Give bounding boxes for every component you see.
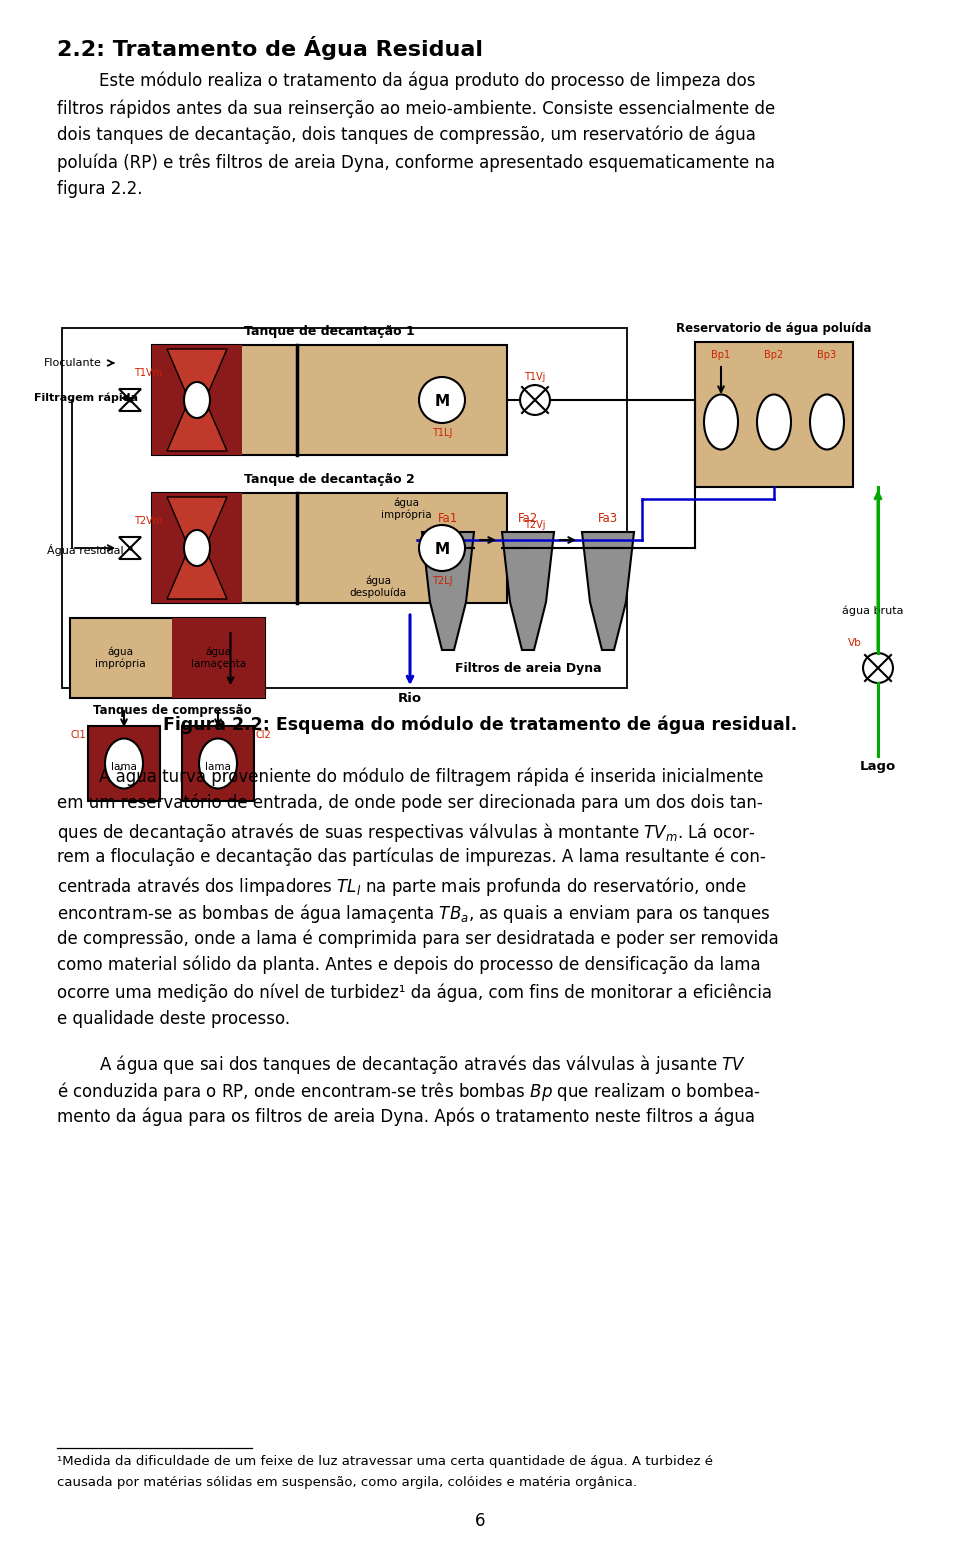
Text: Tanques de compressão: Tanques de compressão [93, 704, 252, 717]
Circle shape [419, 376, 465, 423]
Text: Fa3: Fa3 [598, 512, 618, 525]
Bar [182, 727, 254, 801]
Text: lama: lama [205, 762, 231, 773]
Bar [172, 619, 265, 697]
Text: Água residual: Água residual [47, 545, 124, 555]
Text: Filtragem rápida: Filtragem rápida [34, 393, 138, 403]
Polygon shape [582, 532, 634, 650]
Ellipse shape [199, 739, 237, 788]
Ellipse shape [184, 383, 210, 418]
Bar [152, 346, 507, 455]
Text: encontram-se as bombas de água lamaçenta $TB_a$, as quais a enviam para os tanqu: encontram-se as bombas de água lamaçenta… [57, 903, 771, 924]
Text: poluída (RP) e três filtros de areia Dyna, conforme apresentado esquematicamente: poluída (RP) e três filtros de areia Dyn… [57, 153, 775, 171]
Text: Bp2: Bp2 [764, 350, 783, 360]
Polygon shape [502, 532, 554, 650]
Text: causada por matérias sólidas em suspensão, como argila, colóides e matéria orgân: causada por matérias sólidas em suspensã… [57, 1477, 637, 1489]
Text: Tanque de decantação 2: Tanque de decantação 2 [244, 474, 415, 486]
Text: água
lamaçenta: água lamaçenta [191, 647, 246, 670]
Polygon shape [119, 389, 141, 400]
Text: 6: 6 [475, 1512, 485, 1531]
Text: T2Vm: T2Vm [134, 515, 162, 526]
Text: água
imprópria: água imprópria [381, 497, 431, 520]
Text: Figura 2.2: Esquema do módulo de tratamento de água residual.: Figura 2.2: Esquema do módulo de tratame… [163, 714, 797, 733]
Polygon shape [167, 349, 227, 400]
Text: Bp1: Bp1 [711, 350, 731, 360]
Text: Este módulo realiza o tratamento da água produto do processo de limpeza dos: Este módulo realiza o tratamento da água… [57, 73, 756, 91]
Text: T2Vj: T2Vj [524, 520, 545, 529]
Text: M: M [435, 393, 449, 409]
Text: M: M [435, 542, 449, 557]
Ellipse shape [810, 395, 844, 449]
Text: T1Vm: T1Vm [134, 367, 162, 378]
Bar [695, 343, 853, 488]
Text: rem a floculação e decantação das partículas de impurezas. A lama resultante é c: rem a floculação e decantação das partíc… [57, 849, 766, 867]
Text: T1Vj: T1Vj [524, 372, 545, 383]
Text: centrada através dos limpadores $TL_l$ na parte mais profunda do reservatório, o: centrada através dos limpadores $TL_l$ n… [57, 875, 747, 898]
Text: Fa2: Fa2 [517, 512, 539, 525]
Bar [152, 494, 242, 603]
Text: ocorre uma medição do nível de turbidez¹ da água, com fins de monitorar a eficiê: ocorre uma medição do nível de turbidez¹… [57, 983, 772, 1001]
Text: água bruta: água bruta [842, 605, 903, 616]
Ellipse shape [184, 529, 210, 566]
Text: filtros rápidos antes da sua reinserção ao meio-ambiente. Consiste essencialment: filtros rápidos antes da sua reinserção … [57, 99, 776, 117]
Text: Lago: Lago [860, 761, 896, 773]
Bar [70, 619, 265, 697]
Polygon shape [422, 532, 474, 650]
Polygon shape [119, 537, 141, 548]
Text: Rio: Rio [398, 691, 422, 705]
Circle shape [419, 525, 465, 571]
Text: Bp3: Bp3 [817, 350, 836, 360]
Text: Fa1: Fa1 [438, 512, 458, 525]
Text: Cl1: Cl1 [70, 730, 86, 741]
Bar [152, 494, 507, 603]
Text: ques de decantação através de suas respectivas válvulas à montante $TV_m$. Lá oc: ques de decantação através de suas respe… [57, 821, 756, 844]
Text: T1LJ: T1LJ [432, 427, 452, 438]
Bar [88, 727, 160, 801]
Text: A água que sai dos tanques de decantação através das válvulas à jusante $TV$: A água que sai dos tanques de decantação… [57, 1052, 746, 1075]
Ellipse shape [757, 395, 791, 449]
Text: de compressão, onde a lama é comprimida para ser desidratada e poder ser removid: de compressão, onde a lama é comprimida … [57, 929, 779, 947]
Text: mento da água para os filtros de areia Dyna. Após o tratamento neste filtros a á: mento da água para os filtros de areia D… [57, 1106, 755, 1125]
Bar [62, 329, 627, 688]
Text: como material sólido da planta. Antes e depois do processo de densificação da la: como material sólido da planta. Antes e … [57, 957, 760, 975]
Text: Floculante: Floculante [44, 358, 102, 367]
Ellipse shape [105, 739, 143, 788]
Text: dois tanques de decantação, dois tanques de compressão, um reservatório de água: dois tanques de decantação, dois tanques… [57, 127, 756, 145]
Text: lama: lama [111, 762, 137, 773]
Polygon shape [167, 497, 227, 548]
Text: água
despoluída: água despoluída [349, 576, 407, 599]
Polygon shape [119, 400, 141, 410]
Text: água
imprópria: água imprópria [95, 647, 145, 670]
Text: Reservatorio de água poluída: Reservatorio de água poluída [676, 322, 872, 335]
Polygon shape [167, 400, 227, 451]
Text: Cl2: Cl2 [256, 730, 272, 741]
Text: é conduzida para o RP, onde encontram-se três bombas $Bp$ que realizam o bombea-: é conduzida para o RP, onde encontram-se… [57, 1080, 761, 1103]
Polygon shape [167, 548, 227, 599]
Text: 2.2: Tratamento de Água Residual: 2.2: Tratamento de Água Residual [57, 35, 483, 60]
Text: A água turva proveniente do módulo de filtragem rápida é inserida inicialmente: A água turva proveniente do módulo de fi… [57, 767, 763, 785]
Text: Filtros de areia Dyna: Filtros de areia Dyna [455, 662, 601, 674]
Polygon shape [119, 548, 141, 559]
Bar [152, 346, 242, 455]
Text: em um reservatório de entrada, de onde pode ser direcionada para um dos dois tan: em um reservatório de entrada, de onde p… [57, 795, 763, 813]
Text: Tanque de decantação 1: Tanque de decantação 1 [244, 326, 415, 338]
Text: T2LJ: T2LJ [432, 576, 452, 586]
Text: e qualidade deste processo.: e qualidade deste processo. [57, 1011, 290, 1028]
Text: figura 2.2.: figura 2.2. [57, 181, 142, 198]
Text: ¹Medida da dificuldade de um feixe de luz atravessar uma certa quantidade de águ: ¹Medida da dificuldade de um feixe de lu… [57, 1455, 713, 1467]
Text: Vb: Vb [849, 637, 862, 648]
Ellipse shape [704, 395, 738, 449]
